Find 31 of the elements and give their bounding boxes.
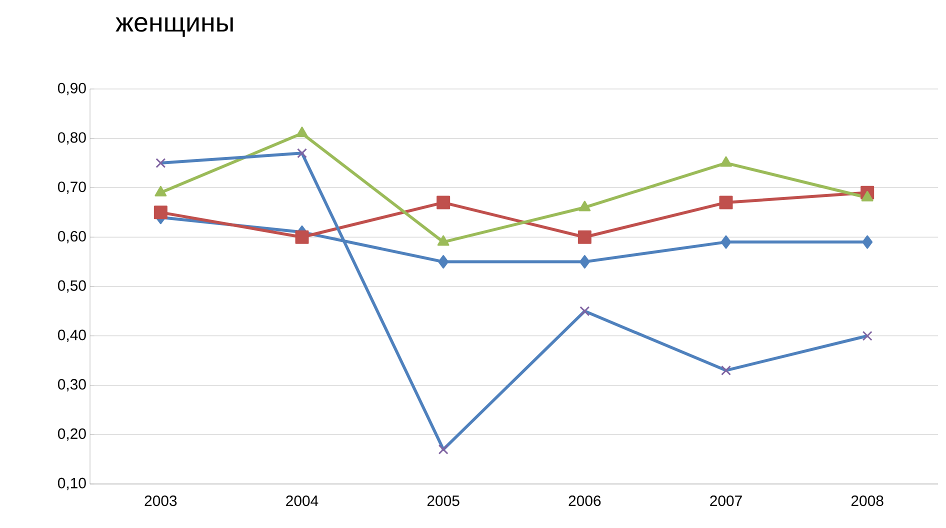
point: [720, 235, 732, 249]
point: [154, 186, 167, 196]
y-tick-label: 0,40: [58, 330, 86, 342]
point: [154, 206, 168, 220]
point: [579, 255, 590, 269]
x-tick-label: 2003: [144, 496, 177, 506]
point: [862, 235, 873, 249]
y-tick-label: 0,30: [58, 379, 86, 392]
point: [719, 196, 733, 210]
x-tick-label: 2004: [286, 496, 318, 506]
x-tick-label: 2005: [427, 496, 460, 506]
point: [295, 230, 309, 244]
y-tick-label: 0,80: [58, 132, 86, 145]
y-tick-label: 0,20: [58, 428, 86, 441]
y-tick-label: 0,60: [58, 230, 86, 244]
point: [437, 235, 450, 246]
point: [296, 126, 308, 138]
point: [720, 156, 732, 167]
y-tick-label: 0,10: [58, 478, 86, 490]
x-tick-label: 2007: [710, 496, 742, 506]
y-tick-label: 0,70: [58, 182, 86, 194]
chart-title: женщины: [116, 17, 233, 37]
y-tick-label: 0,50: [58, 280, 86, 293]
point: [436, 196, 450, 210]
x-tick-label: 2006: [568, 496, 601, 506]
point: [861, 190, 874, 202]
y-tick-label: 0,90: [58, 82, 86, 96]
point: [578, 230, 592, 244]
point: [578, 200, 591, 212]
x-tick-label: 2008: [851, 496, 884, 506]
point: [438, 255, 449, 269]
